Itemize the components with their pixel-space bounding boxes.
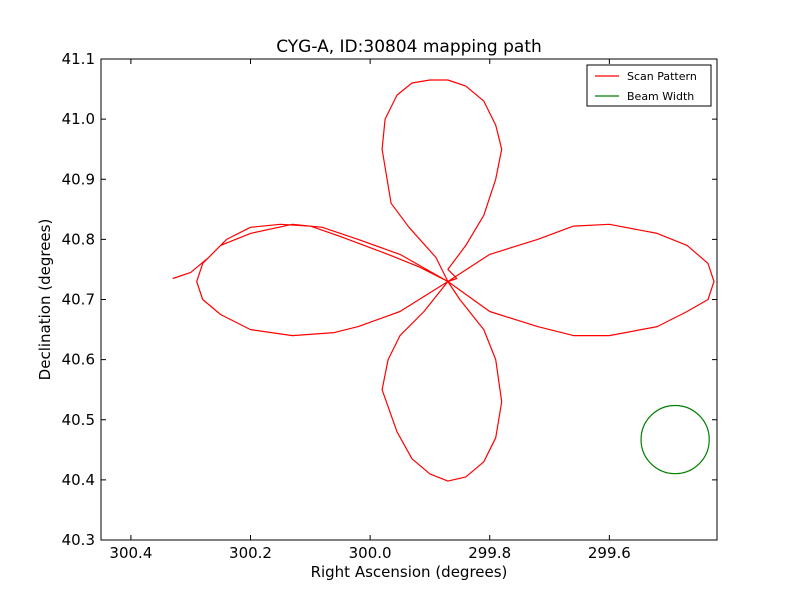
legend-label-beam-width: Beam Width [627,90,694,103]
x-tick-label: 299.6 [588,544,631,562]
y-tick-label: 40.4 [62,471,95,489]
plot-series [172,79,715,482]
legend-box [586,64,712,107]
y-tick-label: 40.6 [62,351,95,369]
x-tick-label: 300.0 [349,544,392,562]
scan-pattern-line [172,79,715,482]
x-axis-label: Right Ascension (degrees) [311,563,508,581]
x-tick-label: 300.4 [109,544,152,562]
legend: Scan Pattern Beam Width [586,64,712,107]
y-tick-label: 40.7 [62,291,95,309]
legend-label-scan-pattern: Scan Pattern [627,70,697,83]
y-tick-label: 40.3 [62,531,95,549]
y-axis: 40.3 40.4 40.5 40.6 40.7 40.8 40.9 41.0 41.1 [62,50,717,549]
y-tick-label: 40.9 [62,170,95,188]
x-tick-label: 299.8 [468,544,511,562]
y-axis-label: Declination (degrees) [36,219,54,381]
y-tick-label: 41.1 [62,50,95,68]
y-tick-label: 41.0 [62,110,95,128]
beam-width-circle [640,404,710,475]
y-tick-label: 40.5 [62,411,95,429]
chart-title: CYG-A, ID:30804 mapping path [276,37,542,57]
x-axis: 300.4 300.2 300.0 299.8 299.6 [109,59,631,562]
x-tick-label: 300.2 [229,544,272,562]
y-tick-label: 40.8 [62,230,95,248]
